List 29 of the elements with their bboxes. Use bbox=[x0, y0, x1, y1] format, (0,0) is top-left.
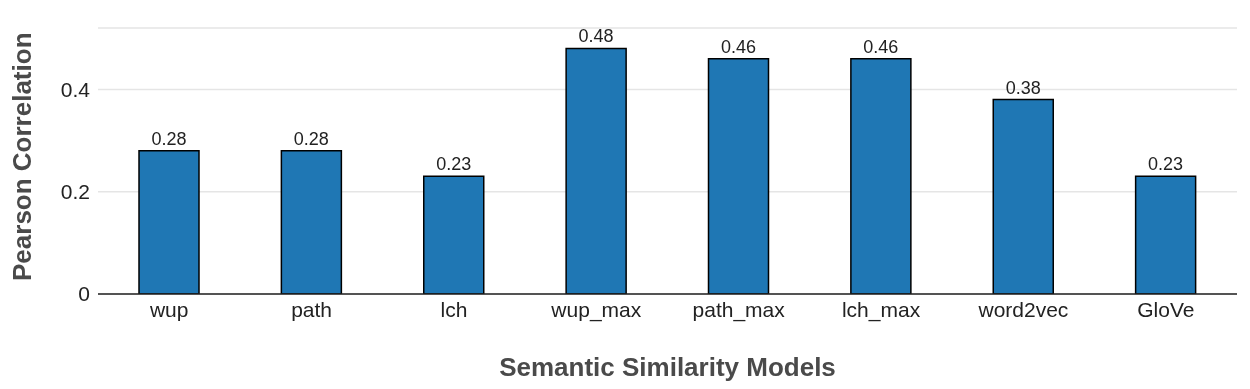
data-label: 0.46 bbox=[863, 36, 899, 57]
bar bbox=[423, 175, 485, 294]
y-tick-label: 0.4 bbox=[60, 77, 91, 101]
x-tick-label: wup_max bbox=[550, 297, 642, 322]
y-axis-title: Pearson Correlation bbox=[7, 32, 38, 281]
x-axis-title: Semantic Similarity Models bbox=[499, 352, 836, 382]
y-tick-label: 0 bbox=[78, 282, 90, 306]
bar bbox=[1134, 175, 1197, 294]
x-tick-label: path_max bbox=[692, 297, 786, 322]
x-tick-label: GloVe bbox=[1137, 297, 1195, 321]
x-tick-label: lch bbox=[440, 297, 468, 321]
data-label: 0.28 bbox=[293, 128, 329, 149]
data-label: 0.46 bbox=[720, 36, 757, 57]
bar bbox=[138, 150, 200, 294]
bar bbox=[280, 150, 343, 294]
x-tick-label: word2vec bbox=[977, 297, 1069, 321]
data-label: 0.28 bbox=[151, 128, 187, 149]
data-label: 0.23 bbox=[1148, 154, 1184, 175]
bar bbox=[565, 47, 627, 294]
x-tick-label: path bbox=[291, 297, 332, 321]
bar bbox=[992, 98, 1054, 294]
bar bbox=[850, 57, 912, 294]
bar bbox=[707, 57, 770, 294]
data-label: 0.23 bbox=[436, 154, 472, 175]
x-tick-label: wup bbox=[148, 297, 189, 321]
x-tick-label: lch_max bbox=[841, 297, 921, 322]
data-label: 0.48 bbox=[578, 26, 614, 47]
data-label: 0.38 bbox=[1005, 77, 1041, 98]
y-tick-label: 0.2 bbox=[60, 180, 90, 204]
